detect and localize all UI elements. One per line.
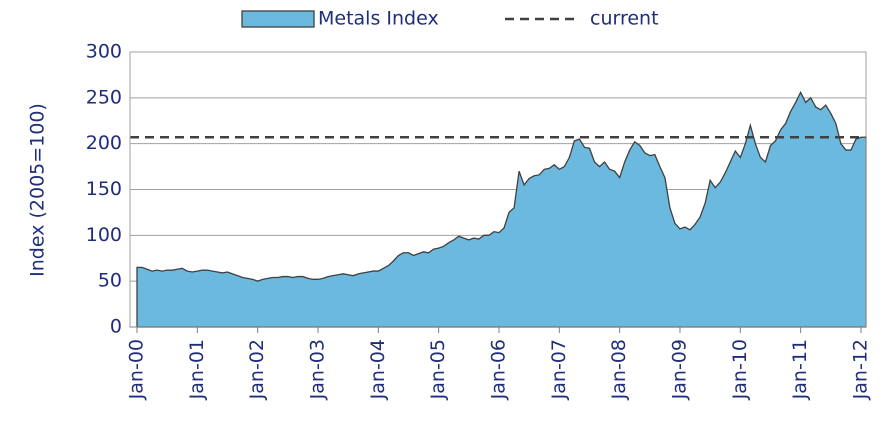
x-tick-label: Jan-10: [729, 339, 751, 400]
x-tick-label: Jan-02: [246, 339, 268, 400]
x-tick-label: Jan-07: [548, 339, 570, 400]
x-tick-label: Jan-03: [306, 339, 328, 400]
x-tick-label: Jan-00: [126, 339, 148, 400]
legend-label: current: [590, 8, 659, 30]
y-tick-label: 200: [86, 132, 122, 154]
y-tick-label: 100: [86, 224, 122, 246]
legend-swatch: [241, 10, 315, 28]
y-axis-label: Index (2005=100): [27, 103, 49, 277]
y-tick-label: 250: [86, 86, 122, 108]
x-tick-label: Jan-12: [849, 339, 871, 400]
y-tick-label: 0: [110, 316, 122, 338]
x-tick-label: Jan-01: [186, 339, 208, 400]
x-tick-label: Jan-11: [789, 339, 811, 400]
y-tick-label: 300: [86, 41, 122, 63]
area: [136, 90, 867, 328]
x-tick-label: Jan-09: [668, 339, 690, 400]
x-tick-label: Jan-06: [487, 339, 509, 400]
y-tick-label: 50: [98, 270, 122, 292]
y-tick-label: 150: [86, 178, 122, 200]
x-tick-label: Jan-05: [427, 339, 449, 400]
x-tick-label: Jan-08: [608, 339, 630, 400]
x-tick-label: Jan-04: [367, 339, 389, 400]
legend-label: Metals Index: [318, 8, 439, 30]
